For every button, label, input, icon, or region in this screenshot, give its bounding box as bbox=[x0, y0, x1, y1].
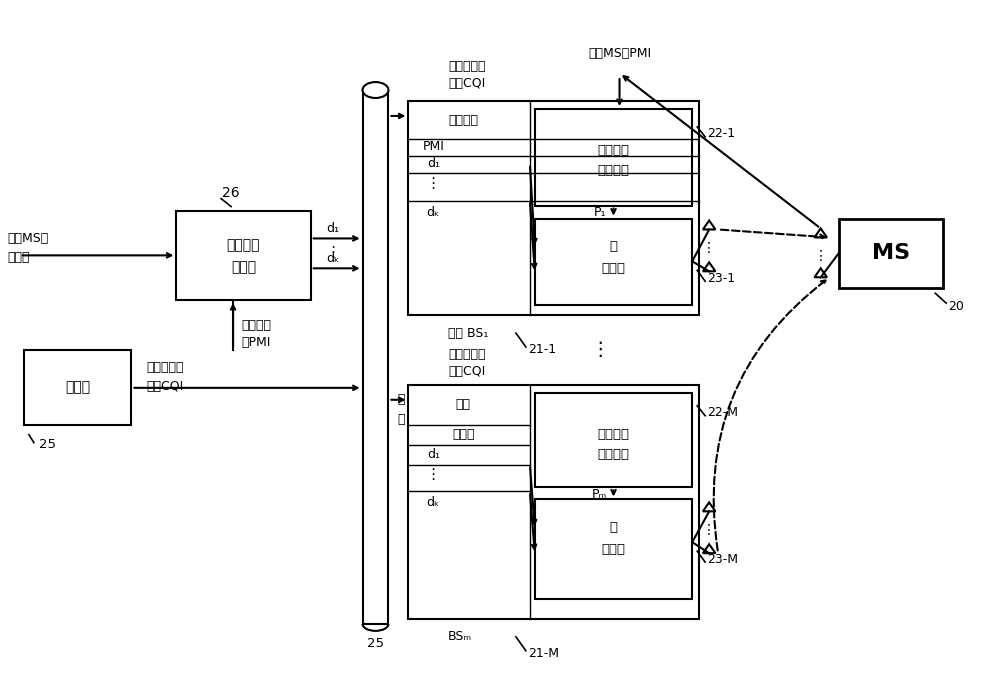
Text: ⋮: ⋮ bbox=[426, 176, 441, 191]
Text: 预: 预 bbox=[610, 240, 618, 253]
Text: 产生器: 产生器 bbox=[452, 428, 474, 441]
Text: ⋮: ⋮ bbox=[590, 341, 609, 359]
Text: 调度决定: 调度决定 bbox=[448, 114, 478, 128]
Text: 数据流: 数据流 bbox=[7, 251, 29, 264]
Text: 用于MS的: 用于MS的 bbox=[7, 232, 48, 245]
Bar bbox=[24, 350, 131, 424]
Text: 23-1: 23-1 bbox=[707, 272, 735, 285]
Text: 信道知识，: 信道知识， bbox=[448, 348, 486, 362]
Text: 来自MS的PMI: 来自MS的PMI bbox=[588, 47, 651, 60]
Text: BSₘ: BSₘ bbox=[448, 630, 472, 644]
Text: Pₘ: Pₘ bbox=[592, 488, 607, 501]
Bar bbox=[408, 101, 699, 315]
Text: d₁: d₁ bbox=[427, 157, 440, 170]
Text: d₁: d₁ bbox=[427, 448, 440, 461]
Text: 预编码矩: 预编码矩 bbox=[598, 144, 630, 157]
Text: ⋮: ⋮ bbox=[702, 524, 716, 537]
Text: 骨: 骨 bbox=[397, 393, 405, 406]
Text: dₖ: dₖ bbox=[427, 496, 440, 509]
Text: 21-1: 21-1 bbox=[528, 343, 556, 357]
Bar bbox=[176, 211, 311, 300]
Text: MS: MS bbox=[872, 244, 910, 263]
Text: 分配器: 分配器 bbox=[231, 260, 256, 274]
Text: 预: 预 bbox=[610, 521, 618, 534]
Bar bbox=[535, 393, 692, 487]
Bar bbox=[408, 385, 699, 619]
Text: ⋮: ⋮ bbox=[325, 245, 340, 260]
Text: 23-M: 23-M bbox=[707, 553, 738, 565]
Text: 22-M: 22-M bbox=[707, 406, 738, 419]
Text: 阵产生器: 阵产生器 bbox=[598, 448, 630, 461]
Ellipse shape bbox=[363, 82, 388, 98]
Text: 阵产生器: 阵产生器 bbox=[598, 164, 630, 177]
Bar bbox=[535, 218, 692, 305]
Text: 25: 25 bbox=[39, 438, 56, 451]
Text: d₁: d₁ bbox=[326, 222, 339, 235]
Text: ⋮: ⋮ bbox=[814, 249, 828, 263]
Text: 25: 25 bbox=[367, 637, 384, 651]
Text: ⋮: ⋮ bbox=[426, 467, 441, 482]
Text: 21-M: 21-M bbox=[528, 647, 559, 660]
Text: 和PMI: 和PMI bbox=[241, 336, 270, 348]
Text: 调度: 调度 bbox=[456, 399, 471, 411]
Text: 例如CQI: 例如CQI bbox=[146, 380, 184, 394]
Text: 服务 BS₁: 服务 BS₁ bbox=[448, 327, 489, 339]
Text: 22-1: 22-1 bbox=[707, 127, 735, 140]
Text: dₖ: dₖ bbox=[326, 252, 339, 265]
Text: 调度器: 调度器 bbox=[65, 380, 90, 394]
Text: 信道知识，: 信道知识， bbox=[448, 59, 486, 73]
Text: 编码器: 编码器 bbox=[602, 262, 626, 275]
Text: P₁: P₁ bbox=[593, 206, 606, 219]
Text: 信道知识，: 信道知识， bbox=[146, 362, 184, 374]
Bar bbox=[535, 499, 692, 599]
Text: dₖ: dₖ bbox=[427, 206, 440, 219]
Text: 20: 20 bbox=[948, 299, 964, 313]
Text: 干: 干 bbox=[397, 413, 405, 426]
Text: 用户数据: 用户数据 bbox=[227, 239, 260, 253]
Bar bbox=[363, 90, 388, 624]
Text: 调度决定: 调度决定 bbox=[241, 318, 271, 332]
Text: 编码器: 编码器 bbox=[602, 543, 626, 556]
Text: PMI: PMI bbox=[422, 140, 444, 154]
Bar bbox=[535, 109, 692, 206]
Text: 例如CQI: 例如CQI bbox=[448, 77, 485, 89]
Text: ⋮: ⋮ bbox=[702, 242, 716, 255]
Bar bbox=[839, 218, 943, 288]
Text: 例如CQI: 例如CQI bbox=[448, 366, 485, 378]
Text: 预编码矩: 预编码矩 bbox=[598, 428, 630, 441]
Text: 26: 26 bbox=[222, 186, 240, 200]
